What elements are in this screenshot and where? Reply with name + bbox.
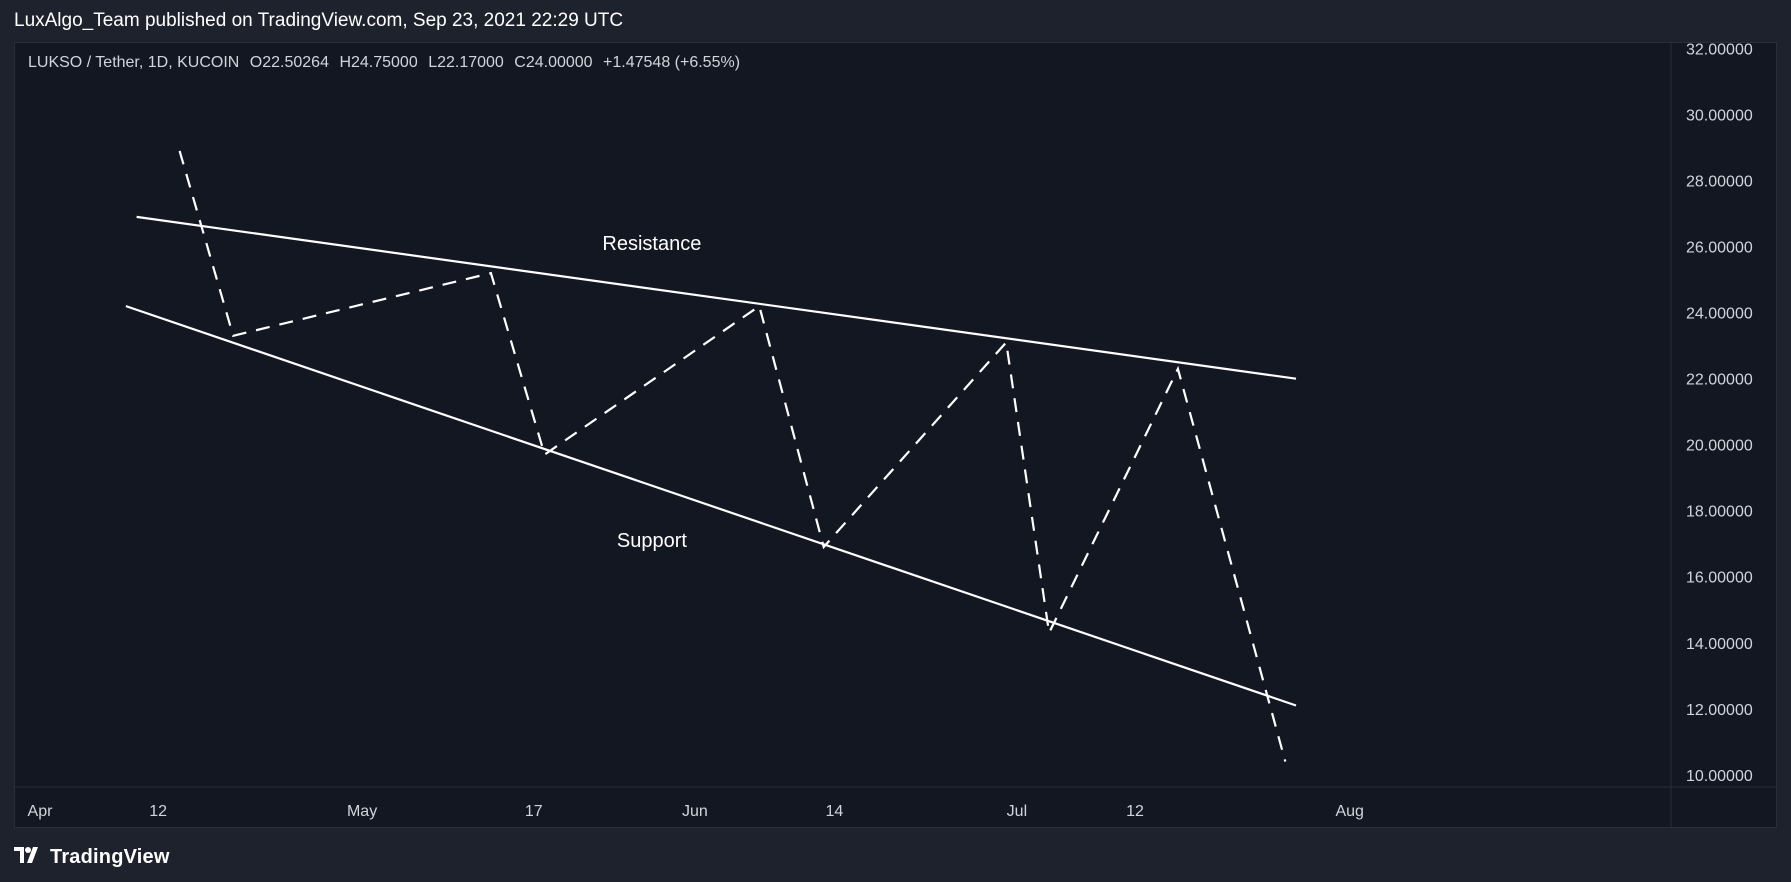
- x-axis-ticks: Apr 12 May 17 Jun 14 Jul 12 Aug: [28, 803, 1364, 820]
- x-tick-label: Aug: [1335, 803, 1363, 820]
- y-tick-label: 32.00000: [1686, 42, 1753, 59]
- axes: [14, 42, 1777, 828]
- x-tick-label: Jun: [682, 803, 708, 820]
- legend-open: O22.50264: [249, 54, 329, 71]
- legend-low: L22.17000: [428, 54, 504, 71]
- legend-high: H24.75000: [339, 54, 418, 71]
- footer-brand-text: TradingView: [50, 845, 170, 868]
- legend-change: +1.47548 (+6.55%): [603, 54, 741, 71]
- y-axis-ticks: 10.00000 12.00000 14.00000 16.00000 18.00000…: [1686, 42, 1753, 785]
- y-tick-label: 28.00000: [1686, 174, 1753, 191]
- trendline-1[interactable]: [125, 305, 1297, 707]
- annotations-layer: Resistance Support: [602, 233, 701, 552]
- y-tick-label: 20.00000: [1686, 438, 1753, 455]
- publisher-text: LuxAlgo_Team published on TradingView.co…: [14, 10, 624, 31]
- tradingview-logo-icon: [14, 846, 44, 869]
- legend-close: C24.00000: [514, 54, 593, 71]
- y-tick-label: 22.00000: [1686, 372, 1753, 389]
- publisher-bar: LuxAlgo_Team published on TradingView.co…: [0, 0, 1791, 42]
- y-tick-label: 18.00000: [1686, 504, 1753, 521]
- series-layer: [125, 150, 1297, 762]
- y-tick-label: 10.00000: [1686, 768, 1753, 785]
- chart-frame[interactable]: [14, 42, 1777, 828]
- x-tick-label: 12: [149, 803, 167, 820]
- x-tick-label: Jul: [1007, 803, 1027, 820]
- y-tick-label: 26.00000: [1686, 240, 1753, 257]
- legend-symbol: LUKSO / Tether, 1D, KUCOIN: [28, 54, 240, 71]
- y-tick-label: 30.00000: [1686, 108, 1753, 125]
- x-tick-label: 17: [525, 803, 543, 820]
- x-tick-label: 14: [826, 803, 844, 820]
- y-tick-label: 14.00000: [1686, 636, 1753, 653]
- x-tick-label: May: [347, 803, 377, 820]
- x-tick-label: 12: [1126, 803, 1144, 820]
- annotation-resistance[interactable]: Resistance: [602, 233, 701, 255]
- y-tick-label: 24.00000: [1686, 306, 1753, 323]
- y-tick-label: 12.00000: [1686, 702, 1753, 719]
- trendline-0[interactable]: [136, 215, 1297, 380]
- x-tick-label: Apr: [28, 803, 54, 820]
- price-path-dashed-line[interactable]: [178, 150, 1287, 762]
- annotation-support[interactable]: Support: [617, 530, 687, 552]
- y-tick-label: 16.00000: [1686, 570, 1753, 587]
- footer-brand[interactable]: TradingView: [14, 842, 170, 872]
- symbol-legend: LUKSO / Tether, 1D, KUCOIN O22.50264 H24…: [28, 54, 746, 72]
